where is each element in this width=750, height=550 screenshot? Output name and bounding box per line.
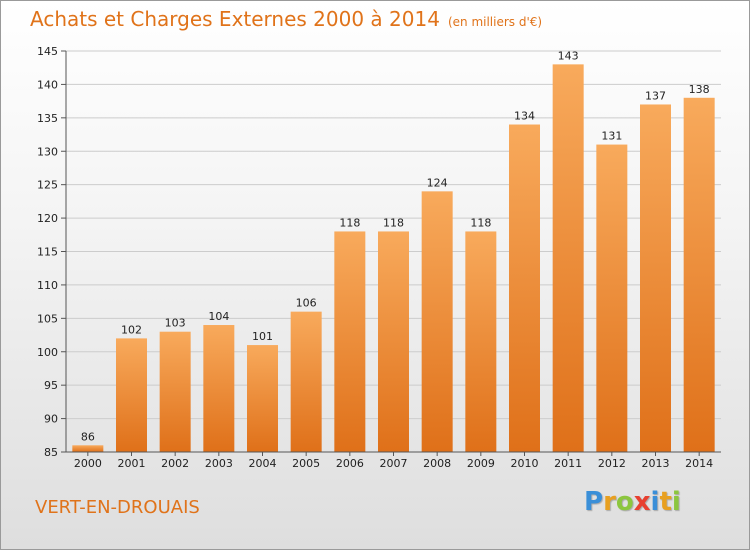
x-tick-label: 2001 (118, 457, 146, 470)
y-tick-label: 100 (37, 346, 58, 359)
logo-letter: i (650, 487, 660, 517)
x-tick-label: 2003 (205, 457, 233, 470)
x-tick-label: 2013 (642, 457, 670, 470)
y-tick-label: 90 (44, 413, 58, 426)
bar (552, 64, 584, 452)
x-tick-label: 2006 (336, 457, 364, 470)
y-tick-label: 115 (37, 246, 58, 259)
y-tick-label: 95 (44, 379, 58, 392)
data-label: 103 (165, 317, 186, 330)
data-label: 102 (121, 323, 142, 336)
y-tick-label: 140 (37, 78, 58, 91)
x-tick-label: 2010 (511, 457, 539, 470)
bar (509, 124, 540, 453)
data-label: 131 (601, 130, 622, 143)
axes: 85 90 95 100 105 110 115 120 125 130 135 140 145 2000… (37, 45, 721, 470)
data-label: 104 (208, 310, 229, 323)
bar (72, 445, 104, 452)
bar (116, 338, 147, 452)
logo-letter: t (659, 487, 672, 517)
logo-letter: P (584, 487, 604, 517)
x-tick-label: 2011 (554, 457, 582, 470)
logo-letter: i (671, 487, 681, 517)
data-label: 134 (514, 110, 535, 123)
bar (465, 231, 497, 452)
bar (334, 231, 366, 452)
x-tick-label: 2007 (380, 457, 408, 470)
y-tick-label: 130 (37, 145, 58, 158)
x-tick-label: 2002 (161, 457, 189, 470)
data-label: 138 (689, 83, 710, 96)
bar (378, 231, 409, 452)
y-tick-label: 135 (37, 112, 58, 125)
bar (159, 331, 191, 452)
commune-name: VERT-EN-DROUAIS (35, 497, 200, 518)
data-label: 101 (252, 330, 273, 343)
y-tick-label: 120 (37, 212, 58, 225)
data-label: 86 (81, 430, 95, 443)
bar (596, 144, 628, 453)
x-tick-label: 2008 (423, 457, 451, 470)
x-tick-label: 2014 (685, 457, 713, 470)
x-tick-label: 2012 (598, 457, 626, 470)
proxiti-logo[interactable]: Proxiti (584, 487, 681, 517)
y-tick-label: 145 (37, 45, 58, 58)
data-label: 143 (558, 49, 579, 62)
bar (247, 345, 278, 452)
chart-title: Achats et Charges Externes 2000 à 2014 (e… (30, 7, 542, 31)
logo-letter: x (633, 487, 651, 517)
logo-letter: o (615, 487, 634, 517)
x-tick-label: 2000 (74, 457, 102, 470)
logo-letter: r (603, 487, 616, 517)
data-label: 106 (296, 297, 317, 310)
y-tick-label: 110 (37, 279, 58, 292)
y-tick-label: 105 (37, 312, 58, 325)
x-tick-label: 2009 (467, 457, 495, 470)
data-label: 124 (427, 176, 448, 189)
x-tick-label: 2004 (249, 457, 277, 470)
bar (640, 104, 671, 452)
bar (683, 97, 715, 453)
chart-subtitle: (en milliers d'€) (447, 15, 543, 29)
bar (290, 311, 322, 452)
data-label: 118 (339, 216, 360, 229)
x-tick-label: 2005 (292, 457, 320, 470)
chart-title-text: Achats et Charges Externes 2000 à 2014 (30, 7, 440, 31)
y-tick-label: 85 (44, 446, 58, 459)
bar (421, 191, 453, 452)
bar (203, 325, 235, 452)
data-label: 137 (645, 89, 666, 102)
y-tick-label: 125 (37, 179, 58, 192)
data-label: 118 (383, 216, 404, 229)
data-label: 118 (470, 216, 491, 229)
bars: 86 102 103 104 101 106 118 118 124 118 134 143 131 13… (72, 49, 715, 453)
